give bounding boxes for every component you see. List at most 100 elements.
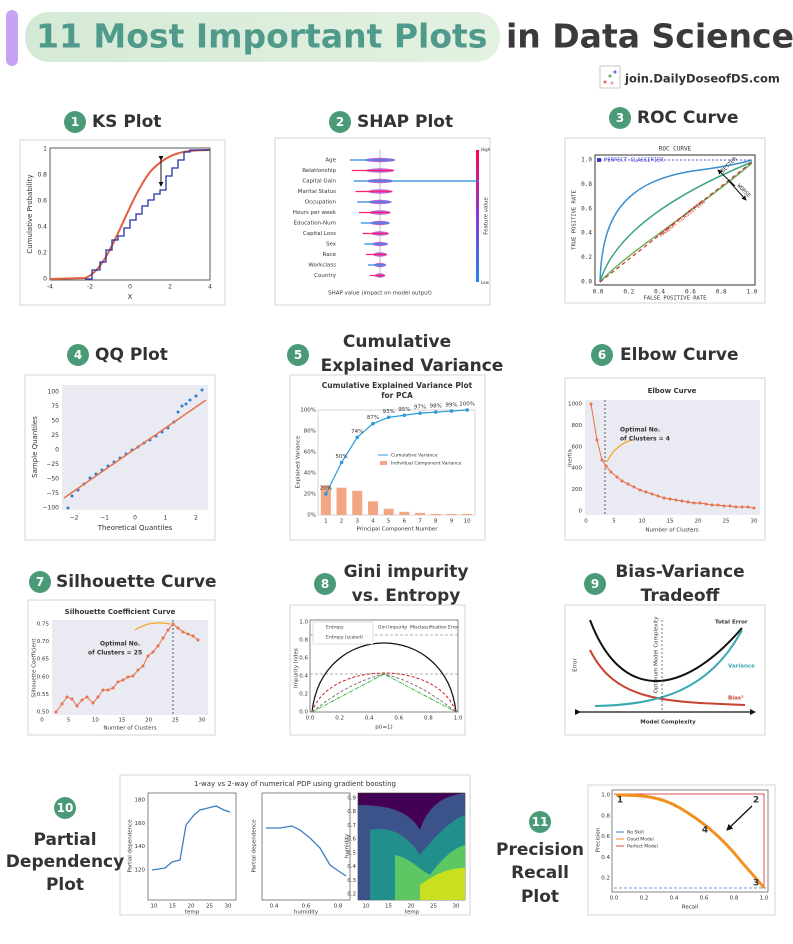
- label: 0.6: [581, 205, 592, 212]
- label: 0.4: [581, 230, 592, 237]
- label: 0.8: [581, 181, 592, 188]
- label: 0: [55, 447, 59, 454]
- label: 0.55: [37, 692, 50, 698]
- label: 0.8: [424, 716, 433, 722]
- label: of Clusters = 4: [620, 436, 670, 443]
- label: 5: [387, 519, 391, 525]
- label: 0.6: [347, 837, 356, 843]
- brand: join.DailyDoseofDS.com: [624, 72, 780, 86]
- label: Perfect Model: [627, 844, 658, 850]
- label: 20%: [304, 492, 316, 498]
- label: 0: [128, 284, 132, 291]
- label: 20: [695, 519, 702, 525]
- number-badge: [329, 111, 351, 133]
- label: 0: [133, 515, 137, 522]
- label: 200: [572, 487, 583, 493]
- label: 40%: [304, 471, 316, 477]
- label: 10: [363, 904, 370, 910]
- label: 160: [135, 821, 146, 827]
- label: 2: [336, 115, 344, 129]
- label: temp: [405, 910, 420, 916]
- label: Number of Clusters: [103, 726, 156, 732]
- label: 15: [385, 904, 392, 910]
- panel: [587, 784, 776, 916]
- label: Partial dependence: [128, 819, 134, 873]
- label: 0.2: [335, 716, 344, 722]
- label: 0.2: [299, 692, 308, 698]
- component-bar: [399, 511, 410, 515]
- label: No Skill: [627, 830, 644, 836]
- label: 0.6: [302, 904, 311, 910]
- label: ROC Curve: [637, 108, 739, 128]
- label: Low: [481, 280, 490, 285]
- label: p(i=1): [375, 725, 392, 731]
- label: 1: [164, 515, 168, 522]
- label: Recall: [682, 905, 699, 911]
- label: 0: [584, 519, 588, 525]
- title-rest: in Data Science: [506, 17, 793, 56]
- label: 15: [169, 904, 176, 910]
- label: Optimal No.: [620, 427, 660, 434]
- bias-variance-plot: [575, 619, 756, 715]
- label: 0: [43, 276, 47, 283]
- label: temp: [185, 910, 200, 916]
- label: Bias²: [728, 695, 744, 702]
- label: 5: [294, 348, 302, 362]
- roc-plot: [594, 154, 756, 286]
- cumulative-point: [371, 421, 375, 426]
- cumulative-point: [386, 415, 391, 420]
- label: Recall: [511, 863, 569, 883]
- label: 30: [453, 904, 460, 910]
- label: −75: [46, 490, 59, 497]
- label: Silhouette Curve: [56, 572, 217, 592]
- label: Occupation: [305, 200, 337, 206]
- cumulative-point: [402, 413, 407, 418]
- label: 400: [572, 466, 583, 472]
- label: 180: [135, 798, 146, 804]
- label: 0.4: [270, 904, 279, 910]
- label: Explained Variance: [296, 435, 302, 488]
- label: of Clusters = 25: [88, 650, 142, 657]
- label: 0.0: [306, 716, 315, 722]
- label: Cumulative Explained Variance Plot: [322, 381, 473, 390]
- label: 8: [434, 519, 438, 525]
- label: 0.8: [334, 904, 343, 910]
- label: 0.2: [347, 892, 356, 898]
- label: 74%: [351, 429, 363, 435]
- label: Capital Loss: [303, 231, 336, 237]
- label: 15: [119, 718, 126, 724]
- label: vs. Entropy: [352, 586, 461, 606]
- label: 0.8: [730, 896, 739, 902]
- label: 10: [151, 904, 158, 910]
- label: 0.4: [654, 289, 665, 296]
- cumulative-point: [465, 408, 469, 412]
- label: 1-way vs 2-way of numerical PDP using gr…: [194, 780, 396, 788]
- label: 0.2: [640, 896, 649, 902]
- cumulative-point: [418, 411, 422, 415]
- label: 0.65: [37, 657, 50, 663]
- number-badge: [584, 573, 606, 595]
- label: Individual Component Variance: [391, 461, 462, 467]
- label: 3: [356, 519, 360, 525]
- label: 0.0: [593, 289, 604, 296]
- label: −25: [46, 461, 59, 468]
- label: Precision: [596, 827, 602, 852]
- label: 0.2: [37, 250, 47, 257]
- label: 87%: [367, 415, 379, 421]
- label: Optimal No.: [100, 641, 140, 648]
- component-bar: [383, 508, 394, 515]
- number-badge: [54, 797, 76, 819]
- label: Silhouette Coefficient: [32, 638, 38, 698]
- label: 4: [74, 348, 82, 362]
- label: Precision: [496, 840, 584, 860]
- label: 0.4: [601, 855, 610, 861]
- label: Plot: [46, 875, 84, 895]
- cumulative-point: [339, 460, 344, 465]
- label: Good Model: [627, 837, 654, 843]
- label: Total Error: [715, 620, 748, 626]
- label: 20: [145, 718, 152, 724]
- label: Silhouette Coefficient Curve: [65, 608, 176, 616]
- label: 100%: [300, 408, 316, 414]
- label: 10: [92, 718, 99, 724]
- label: 30: [199, 718, 206, 724]
